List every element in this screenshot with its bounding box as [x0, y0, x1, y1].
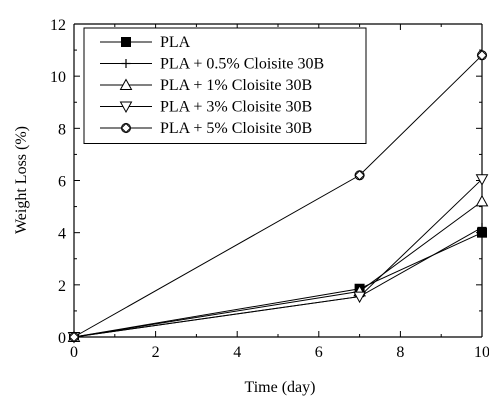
legend-marker — [119, 78, 133, 90]
legend-box — [83, 27, 367, 144]
data-point — [353, 291, 366, 304]
legend-marker — [121, 37, 131, 47]
x-tick-label: 8 — [396, 344, 404, 361]
marker-diamond — [354, 170, 365, 181]
series-5 — [68, 50, 488, 343]
legend-label: PLA — [160, 34, 191, 51]
legend-marker — [121, 59, 131, 68]
series-layer — [67, 50, 489, 344]
legend: PLA PLA + 0.5% Cloisite 30B PLA + 1% Clois… — [83, 27, 367, 144]
legend-label: PLA + 0.5% Cloisite 30B — [160, 56, 324, 73]
series-1 — [69, 227, 487, 342]
y-tick-label: 10 — [50, 69, 66, 86]
x-tick-label: 4 — [233, 344, 241, 361]
series-3 — [67, 194, 489, 342]
y-tick-label: 12 — [50, 17, 66, 34]
series-line — [73, 178, 483, 338]
x-axis-title: Time (day) — [245, 379, 316, 396]
axes: 0 2 4 6 8 10 0 2 4 6 8 10 12 — [50, 17, 489, 361]
series-2 — [69, 222, 487, 342]
data-point — [476, 50, 488, 61]
legend-marker — [120, 122, 132, 134]
data-point — [477, 222, 487, 232]
x-tick-label: 0 — [70, 344, 78, 361]
marker-circle — [121, 123, 131, 133]
marker-circle — [354, 170, 365, 181]
series-line — [73, 227, 483, 338]
marker-diamond — [68, 331, 80, 343]
data-point — [475, 194, 489, 207]
y-tick-label: 0 — [58, 330, 66, 347]
y-tick-label: 8 — [58, 121, 66, 138]
y-tick-label: 4 — [58, 226, 66, 243]
marker-diamond — [120, 122, 132, 134]
series-line — [73, 232, 483, 338]
legend-label: PLA + 5% Cloisite 30B — [160, 120, 312, 137]
legend-label: PLA + 1% Cloisite 30B — [160, 77, 312, 94]
data-point — [475, 174, 489, 186]
y-axis-title: Weight Loss (%) — [13, 126, 30, 234]
marker-circle — [69, 332, 79, 342]
data-point — [68, 331, 80, 343]
x-tick-label: 6 — [315, 344, 323, 361]
y-tick-label: 2 — [58, 278, 66, 295]
legend-marker — [119, 101, 133, 114]
y-tick-label: 6 — [58, 174, 66, 191]
marker-circle — [477, 50, 487, 61]
x-tick-label: 10 — [474, 344, 489, 361]
legend-label: PLA + 3% Cloisite 30B — [160, 99, 312, 116]
data-point — [354, 170, 365, 181]
marker-diamond — [476, 50, 488, 61]
x-tick-label: 2 — [152, 344, 160, 361]
